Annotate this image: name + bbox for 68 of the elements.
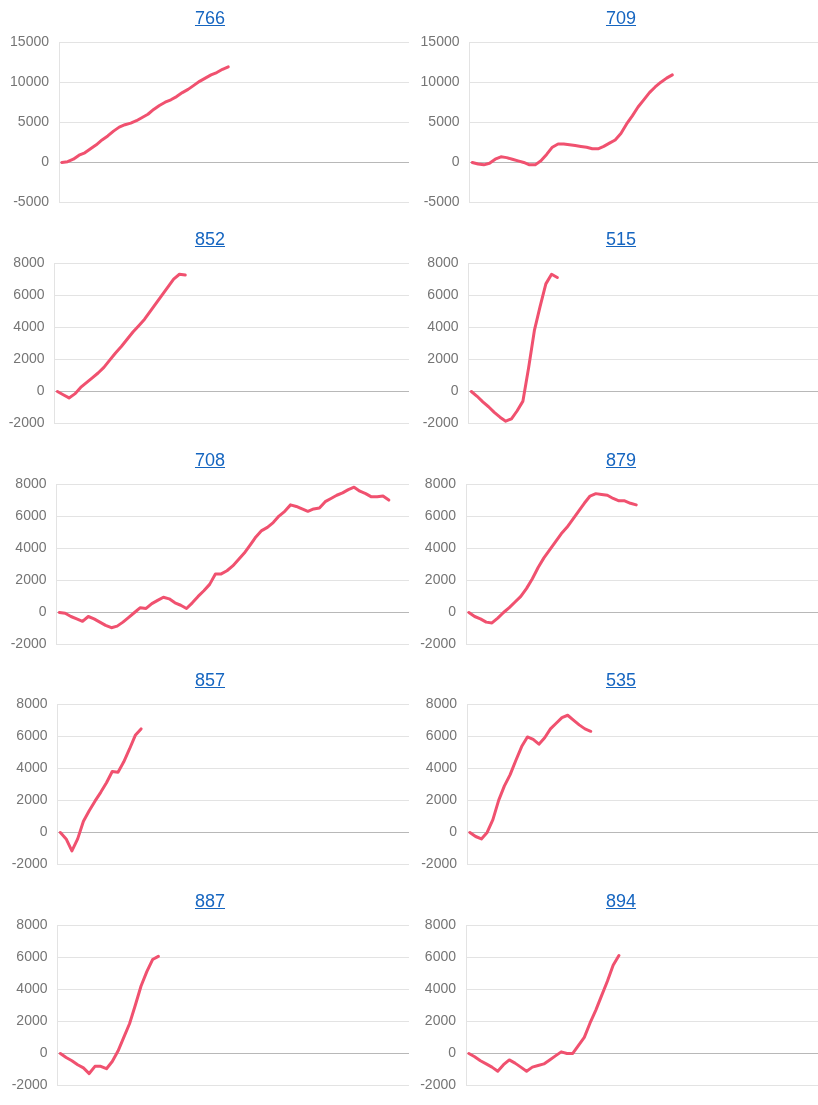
y-tick-label: 15000 [420,32,460,49]
y-tick-label: 8000 [16,915,48,932]
y-tick-label: 8000 [424,915,457,932]
y-tick-label: 4000 [424,980,457,997]
y-tick-label: 8000 [16,694,48,711]
y-tick-label: 5000 [428,113,460,130]
y-tick-label: -2000 [11,855,48,872]
y-tick-label: 0 [448,603,457,620]
y-tick-label: 0 [39,823,48,840]
y-tick-label: 2000 [424,1012,457,1029]
y-tick-label: -2000 [8,414,45,431]
y-tick-label: 2000 [16,791,48,808]
y-tick-label: 6000 [15,506,47,523]
y-tick-label: 0 [38,603,47,620]
y-tick-label: -2000 [10,635,47,652]
chart-title: 852 [194,228,226,250]
y-tick-label: 0 [449,823,458,840]
y-tick-label: 15000 [10,32,50,49]
chart-title: 894 [605,890,637,912]
y-tick-label: 10000 [420,73,460,90]
y-tick-label: 0 [451,153,460,170]
y-tick-label: 8000 [13,253,45,270]
y-tick-label: 2000 [425,791,458,808]
y-tick-label: 4000 [15,539,47,556]
y-tick-label: -2000 [421,855,458,872]
chart-title: 515 [605,228,637,250]
y-tick-label: 8000 [424,474,457,491]
y-tick-label: 0 [41,153,50,170]
y-tick-label: 0 [39,1044,48,1061]
y-tick-label: 2000 [427,350,459,367]
chart-title: 766 [194,7,226,29]
chart-title: 709 [605,7,637,29]
y-tick-label: 6000 [427,285,459,302]
chart-title: 879 [605,449,637,471]
y-tick-label: 6000 [13,285,45,302]
chart-title: 708 [194,449,226,471]
y-tick-label: -2000 [11,1076,48,1093]
chart-title: 535 [605,669,637,691]
y-tick-label: -5000 [423,193,460,210]
y-tick-label: 6000 [16,947,48,964]
y-tick-label: -2000 [422,414,459,431]
chart-title: 857 [194,669,226,691]
y-tick-label: 6000 [424,947,457,964]
y-tick-label: 4000 [13,318,45,335]
y-tick-label: 6000 [424,506,457,523]
y-tick-label: 4000 [16,980,48,997]
y-tick-label: -2000 [420,1076,457,1093]
y-tick-label: -2000 [420,635,457,652]
y-tick-label: 0 [450,382,459,399]
y-tick-label: 2000 [15,571,47,588]
y-tick-label: 4000 [424,539,457,556]
y-tick-label: -5000 [13,193,50,210]
y-tick-label: 4000 [425,759,458,776]
y-tick-label: 6000 [16,726,48,743]
y-tick-label: 8000 [15,474,47,491]
y-tick-label: 2000 [16,1012,48,1029]
y-tick-label: 4000 [427,318,459,335]
y-tick-label: 0 [448,1044,457,1061]
y-tick-label: 10000 [10,73,50,90]
y-tick-label: 2000 [13,350,45,367]
y-tick-label: 8000 [427,253,459,270]
y-tick-label: 5000 [17,113,50,130]
y-tick-label: 4000 [16,759,48,776]
y-tick-label: 6000 [425,726,458,743]
y-tick-label: 0 [36,382,45,399]
y-tick-label: 2000 [424,571,457,588]
chart-title: 887 [194,890,226,912]
y-tick-label: 8000 [425,694,458,711]
